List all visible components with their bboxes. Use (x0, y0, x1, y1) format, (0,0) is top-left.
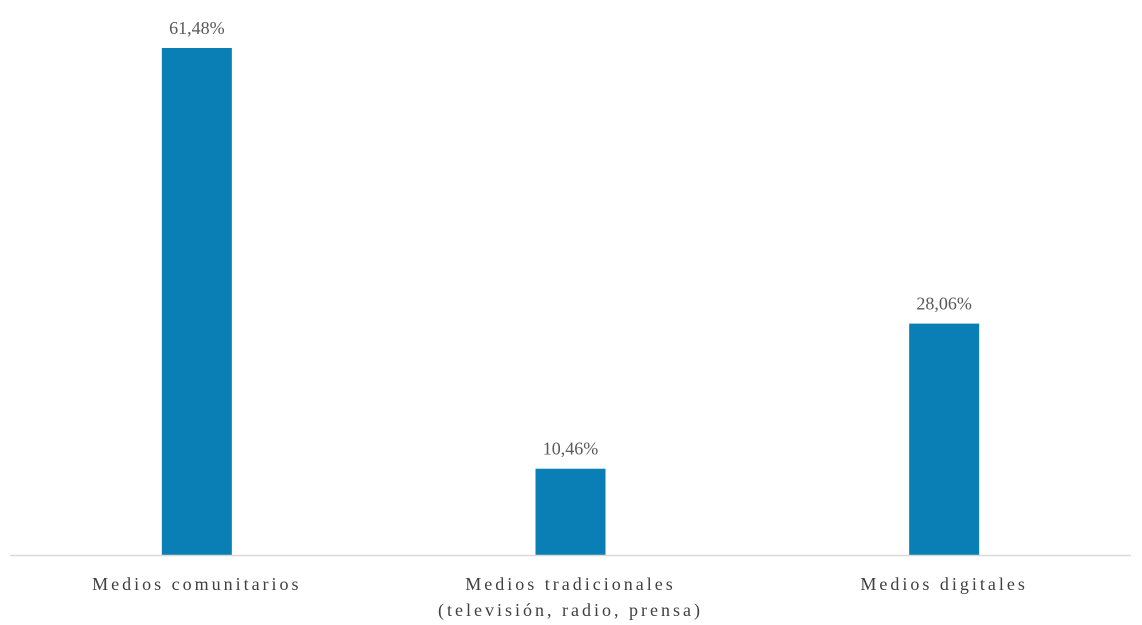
category-label-2-line-2: (televisión, radio, prensa) (438, 600, 703, 621)
bar-3 (909, 323, 980, 555)
category-label-2-line-1: Medios tradicionales (465, 574, 675, 594)
value-labels-group: 61,48% 10,46% 28,06% (169, 18, 972, 459)
value-label-3: 28,06% (916, 294, 972, 314)
category-label-3-line-1: Medios digitales (860, 574, 1028, 594)
category-label-1-line-1: Medios comunitarios (92, 574, 301, 594)
bar-2 (535, 468, 606, 555)
bar-1 (161, 48, 232, 555)
bars-group (161, 48, 980, 555)
value-label-2: 10,46% (543, 439, 599, 459)
value-label-1: 61,48% (169, 18, 225, 38)
category-labels-group: Medios comunitarios Medios tradicionales (… (92, 574, 1028, 621)
